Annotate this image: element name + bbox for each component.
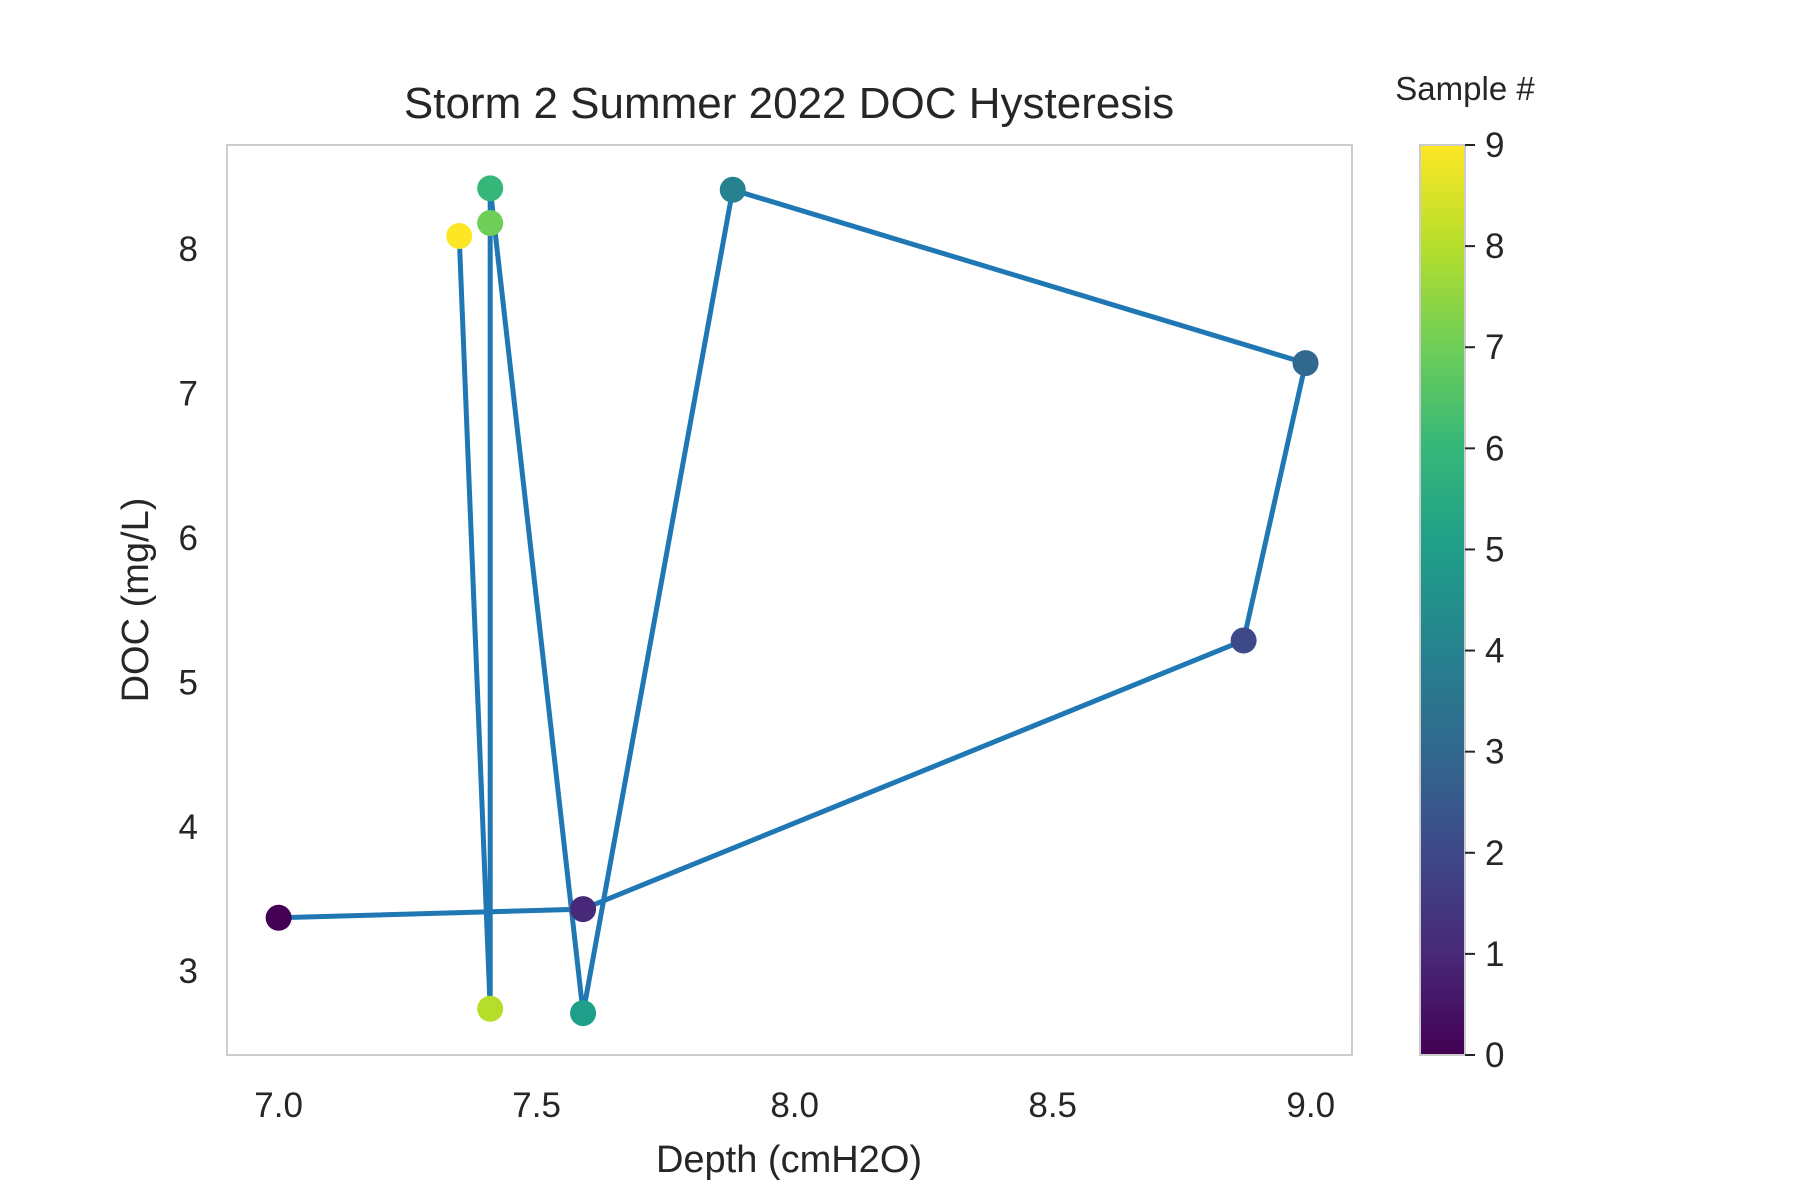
series-line	[278, 185, 1309, 1016]
data-point	[570, 1000, 597, 1027]
plot-area	[226, 144, 1353, 1056]
chart-title: Storm 2 Summer 2022 DOC Hysteresis	[404, 79, 1174, 128]
x-tick-label: 9.0	[1286, 1086, 1335, 1125]
x-tick-label: 8.0	[770, 1086, 819, 1125]
data-point	[477, 210, 504, 236]
x-tick-label: 7.5	[512, 1086, 561, 1125]
colorbar-title: Sample #	[1395, 70, 1535, 107]
x-axis-label: Depth (cmH2O)	[656, 1139, 922, 1181]
y-axis-label: DOC (mg/L)	[115, 498, 157, 703]
data-point	[446, 223, 473, 249]
data-point	[570, 896, 597, 923]
data-point	[1230, 627, 1257, 654]
x-tick-label: 8.5	[1028, 1086, 1077, 1125]
hysteresis-line	[278, 185, 1309, 1016]
series-markers	[265, 175, 1319, 1027]
data-point	[1292, 350, 1319, 377]
data-point	[719, 176, 746, 203]
y-tick-label: 8	[179, 230, 198, 269]
y-tick-label: 4	[179, 808, 198, 847]
colorbar-tick-label: 6	[1485, 429, 1504, 468]
y-axis-ticks: 3 4 5 6 7 8	[179, 230, 198, 991]
y-tick-label: 6	[179, 519, 198, 558]
colorbar-tick-label: 5	[1485, 530, 1504, 569]
colorbar-tick-label: 3	[1485, 733, 1504, 772]
colorbar-tick-label: 9	[1485, 126, 1504, 165]
data-point	[477, 175, 504, 202]
data-point	[265, 904, 292, 931]
colorbar-tick-label: 4	[1485, 632, 1504, 671]
x-tick-label: 7.0	[254, 1086, 303, 1125]
colorbar	[1419, 144, 1466, 1056]
y-tick-label: 3	[179, 952, 198, 991]
y-tick-label: 7	[179, 374, 198, 413]
colorbar-tick-label: 0	[1485, 1036, 1504, 1075]
colorbar-ticks: 0 1 2 3 4 5 6 7 8 9	[1465, 126, 1504, 1075]
data-point	[477, 995, 504, 1022]
colorbar-tick-label: 1	[1485, 935, 1504, 974]
colorbar-tick-label: 8	[1485, 227, 1504, 266]
colorbar-tick-label: 2	[1485, 834, 1504, 873]
y-tick-label: 5	[179, 663, 198, 702]
x-axis-ticks: 7.0 7.5 8.0 8.5 9.0	[254, 1086, 1335, 1125]
colorbar-tick-label: 7	[1485, 328, 1504, 367]
